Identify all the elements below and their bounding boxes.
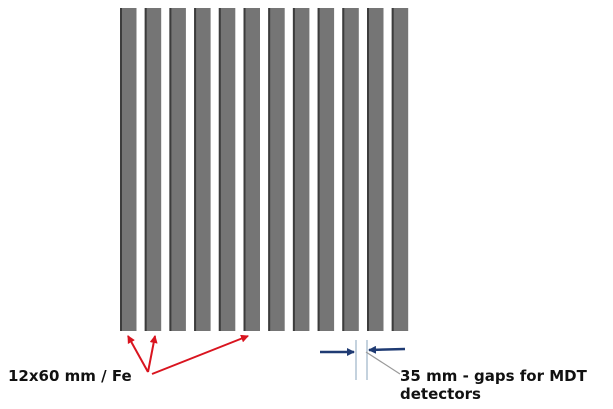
plate-arrow-1 <box>127 335 149 373</box>
gap-label-line-1: 35 mm - gaps for MDT <box>400 367 587 385</box>
gap-arrow-right <box>368 345 406 354</box>
plate-arrow-3 <box>151 334 249 375</box>
iron-plate-10 <box>342 8 359 331</box>
iron-plate-12 <box>391 8 409 331</box>
plate-pointer-arrows <box>127 334 249 375</box>
iron-plate-11 <box>367 8 384 331</box>
plate-size-label: 12x60 mm / Fe <box>8 367 132 385</box>
iron-plate-4 <box>194 8 211 331</box>
iron-plate-edge-1 <box>120 8 122 331</box>
iron-plate-edge-10 <box>342 8 345 331</box>
iron-plate-edge-5 <box>218 8 221 331</box>
iron-plate-3 <box>169 8 186 331</box>
iron-plate-2 <box>144 8 162 331</box>
iron-plate-edge-12 <box>391 8 394 331</box>
plate-arrow-2 <box>147 335 158 373</box>
iron-plate-edge-3 <box>169 8 172 331</box>
iron-plate-5 <box>218 8 236 331</box>
gap-label-leader <box>365 351 401 375</box>
iron-plates <box>120 8 409 331</box>
iron-plate-6 <box>243 8 260 331</box>
iron-plate-7 <box>268 8 285 331</box>
iron-plate-edge-11 <box>367 8 369 331</box>
iron-plate-8 <box>292 8 310 331</box>
iron-plate-1 <box>120 8 137 331</box>
gap-indicator <box>320 340 406 380</box>
iron-plate-9 <box>317 8 335 331</box>
iron-plate-edge-4 <box>194 8 197 331</box>
iron-plate-edge-9 <box>317 8 320 331</box>
iron-plate-edge-2 <box>144 8 147 331</box>
iron-plate-edge-8 <box>292 8 295 331</box>
iron-plate-edge-6 <box>243 8 246 331</box>
gap-label: 35 mm - gaps for MDT detectors <box>400 367 587 403</box>
iron-plate-edge-7 <box>268 8 271 331</box>
gap-label-line-2: detectors <box>400 385 481 403</box>
